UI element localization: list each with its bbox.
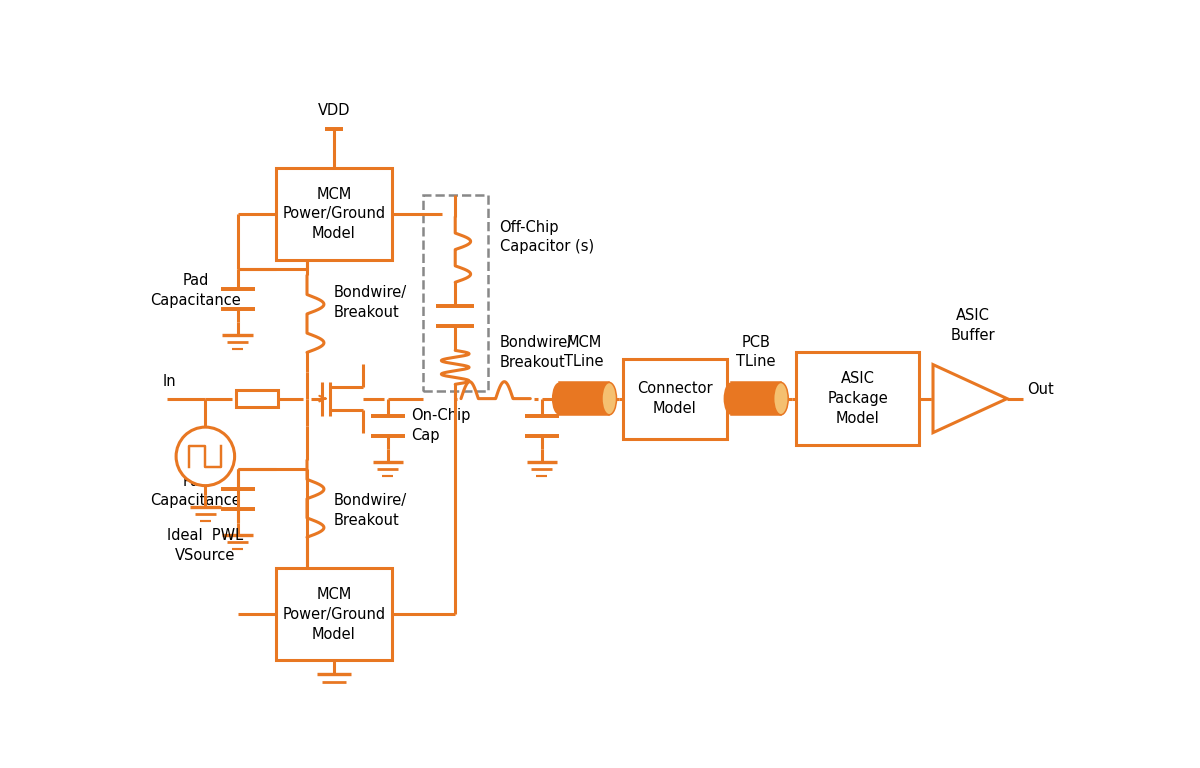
Text: Pad
Capacitance: Pad Capacitance (150, 474, 241, 508)
Ellipse shape (724, 382, 738, 415)
Text: In: In (163, 374, 176, 389)
Ellipse shape (552, 382, 566, 415)
Circle shape (176, 427, 235, 485)
Bar (276, 167, 391, 260)
Bar (623, 359, 727, 439)
Text: MCM
Power/Ground
Model: MCM Power/Ground Model (282, 187, 385, 241)
Bar (559, 382, 610, 415)
Text: Bondwire/
Breakout: Bondwire/ Breakout (334, 285, 407, 319)
Text: Off-Chip
Capacitor (s): Off-Chip Capacitor (s) (499, 220, 594, 254)
Bar (422, 194, 488, 391)
Text: On-Chip
Cap: On-Chip Cap (410, 408, 470, 443)
Text: Connector
Model: Connector Model (637, 381, 713, 416)
Bar (276, 568, 391, 660)
Text: PCB
TLine: PCB TLine (736, 335, 775, 369)
Text: ASIC
Package
Model: ASIC Package Model (827, 371, 888, 426)
Text: MCM
Power/Ground
Model: MCM Power/Ground Model (282, 587, 385, 641)
Text: MCM
TLine: MCM TLine (564, 335, 604, 369)
Bar (796, 353, 919, 445)
Text: Bondwire/
Breakout: Bondwire/ Breakout (334, 493, 407, 528)
Bar (235, 390, 278, 407)
Ellipse shape (774, 382, 788, 415)
Text: Out: Out (1027, 382, 1054, 397)
Text: Pad
Capacitance: Pad Capacitance (150, 273, 241, 308)
Text: Bondwire/
Breakout: Bondwire/ Breakout (499, 335, 572, 370)
Polygon shape (934, 365, 1007, 432)
Text: Ideal  PWL
VSource: Ideal PWL VSource (167, 528, 244, 563)
Bar (731, 382, 781, 415)
Text: ASIC
Buffer: ASIC Buffer (950, 309, 995, 343)
Ellipse shape (602, 382, 617, 415)
Text: VDD: VDD (318, 103, 350, 118)
